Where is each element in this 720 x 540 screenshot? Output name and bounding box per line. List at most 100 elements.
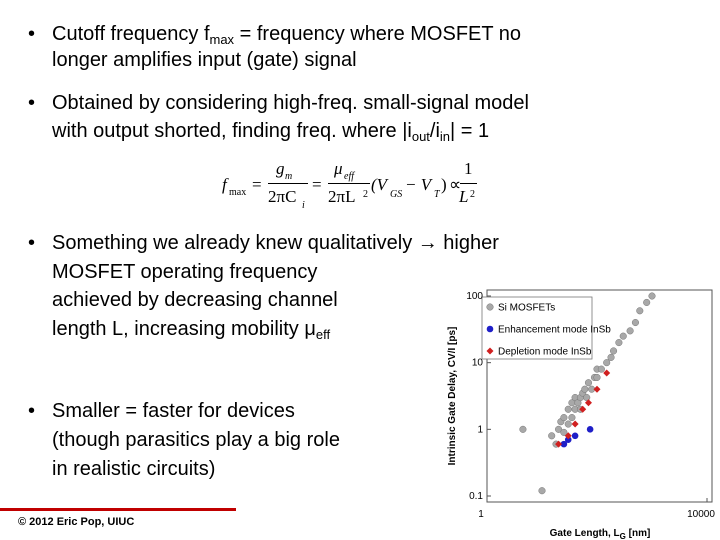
point <box>564 405 572 413</box>
subscript: max <box>209 32 235 47</box>
eq-part: 2πL <box>328 187 356 206</box>
footer-rule <box>0 508 236 511</box>
bullet-line: MOSFET operating frequency <box>52 260 317 284</box>
eq-part: (V <box>371 175 388 194</box>
eq-part: eff <box>344 171 354 182</box>
bullet-line: (though parasitics play a big role <box>52 428 340 452</box>
text-run: | = 1 <box>450 120 490 142</box>
text-run: in realistic circuits) <box>52 458 216 480</box>
point <box>603 359 611 367</box>
text-run: Obtained by considering high-freq. small… <box>52 92 529 114</box>
point <box>579 405 587 413</box>
eq-part: 1 <box>464 159 473 178</box>
point <box>571 420 579 428</box>
bullet-line: Cutoff frequency fmax = frequency where … <box>52 22 521 52</box>
legend-marker <box>486 325 494 333</box>
text-run: /i <box>429 120 440 142</box>
point <box>571 432 579 440</box>
point <box>615 339 623 347</box>
eq-part: GS <box>390 189 403 200</box>
plot-frame <box>486 289 713 503</box>
text-run: = frequency where MOSFET no <box>234 23 522 45</box>
footer: © 2012 Eric Pop, UIUC <box>18 516 135 528</box>
bullet-dot: • <box>28 92 36 114</box>
eq-part: L <box>459 187 469 206</box>
point <box>626 327 634 335</box>
point <box>560 414 568 422</box>
bullet-line: in realistic circuits) <box>52 457 215 481</box>
bullet-line: achieved by decreasing channel <box>52 288 338 312</box>
bullet-line: length L, increasing mobility μeff <box>52 317 330 347</box>
point <box>548 432 556 440</box>
legend-label: Depletion mode InSb <box>498 347 592 358</box>
eq-part: μ <box>334 159 343 178</box>
y-tick-label: 100 <box>466 291 483 302</box>
text-run: Something we already knew qualitatively … <box>52 232 499 254</box>
eq-part: T <box>434 189 440 200</box>
y-tick-label: 0.1 <box>469 491 483 502</box>
bullet-dot: • <box>28 23 36 45</box>
subscript: out <box>411 129 430 144</box>
bullet-line: Smaller = faster for devices <box>52 399 295 423</box>
eq-part: ∝ <box>449 175 462 194</box>
point <box>597 365 605 373</box>
x-label-part: [nm] <box>626 528 650 539</box>
subscript: in <box>439 129 451 144</box>
bullet-line: Something we already knew qualitatively … <box>52 231 499 255</box>
point <box>607 353 615 361</box>
bullet-dot: • <box>28 400 36 422</box>
point <box>519 425 527 433</box>
bullet-dot: • <box>28 232 36 254</box>
legend-marker <box>486 347 494 355</box>
eq-part: max <box>229 187 247 198</box>
eq-part: f <box>222 175 227 194</box>
text-run: achieved by decreasing channel <box>52 289 338 311</box>
bullet-line: Obtained by considering high-freq. small… <box>52 91 529 115</box>
point <box>568 414 576 422</box>
point <box>538 487 546 495</box>
x-label-part: Gate Length, L <box>550 528 620 539</box>
point <box>564 420 572 428</box>
point <box>555 440 563 448</box>
legend-label: Si MOSFETs <box>498 303 555 314</box>
legend-label: Enhancement mode InSb <box>498 325 611 336</box>
legend-box <box>481 296 593 360</box>
point <box>564 436 572 443</box>
point <box>555 425 563 433</box>
text-run: with output shorted, finding freq. where… <box>52 120 412 142</box>
text-run: Smaller = faster for devices <box>52 400 295 422</box>
point <box>603 369 611 377</box>
point <box>610 347 618 355</box>
bullet-line: longer amplifies input (gate) signal <box>52 48 357 72</box>
eq-part: m <box>285 171 293 182</box>
point <box>586 426 594 433</box>
point <box>560 428 568 436</box>
text-run: longer amplifies input (gate) signal <box>52 49 357 71</box>
eq-part: i <box>302 200 305 211</box>
eq-part: = <box>312 175 322 194</box>
legend-marker <box>486 303 494 311</box>
eq-part: 2πC <box>268 187 297 206</box>
x-tick-label: 1 <box>478 509 484 520</box>
eq-part: = <box>252 175 262 194</box>
point <box>631 318 639 327</box>
point <box>584 379 593 387</box>
bullet-line: with output shorted, finding freq. where… <box>52 119 489 149</box>
text-run: Cutoff frequency f <box>52 23 210 45</box>
y-axis-label: Intrinsic Gate Delay, CV/I [ps] <box>447 327 458 466</box>
point <box>643 298 651 307</box>
point <box>619 332 627 340</box>
x-label-subscript: G <box>620 532 626 540</box>
text-run: MOSFET operating frequency <box>52 261 318 283</box>
x-tick-label: 10000 <box>687 509 715 520</box>
point <box>593 373 601 382</box>
text-run: (though parasitics play a big role <box>52 429 340 451</box>
text-run: length L, increasing mobility μ <box>52 318 316 340</box>
x-axis-label: Gate Length, LG [nm] <box>550 528 651 540</box>
point <box>636 307 644 315</box>
point <box>584 399 592 407</box>
point <box>583 393 591 402</box>
point <box>581 385 589 393</box>
